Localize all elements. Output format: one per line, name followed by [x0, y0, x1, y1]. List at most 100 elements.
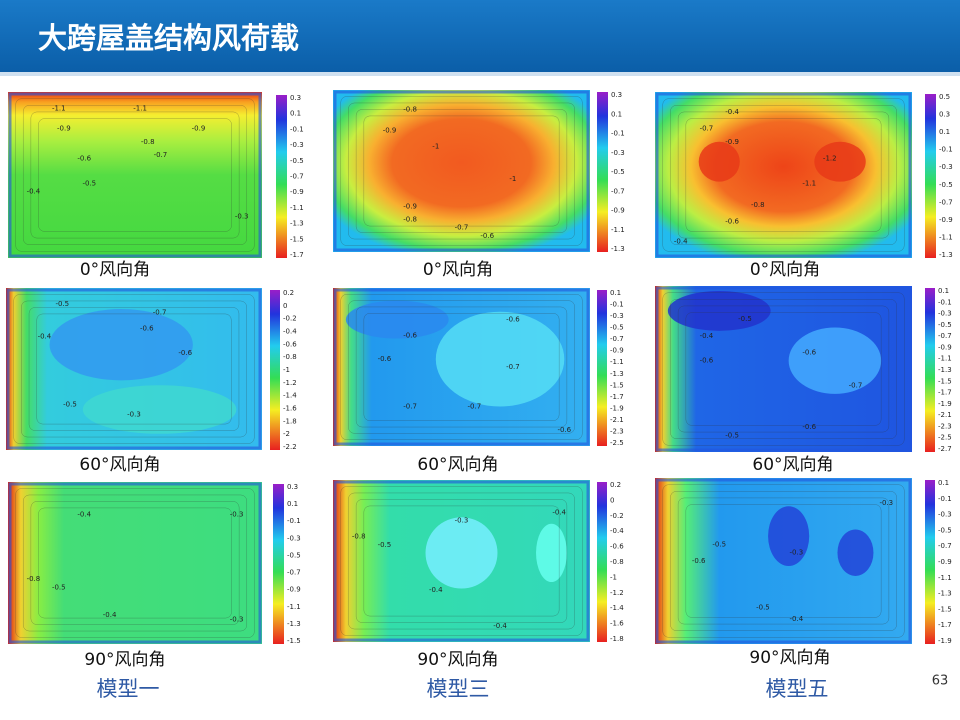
colorbar-label: 0 [610, 496, 614, 504]
colorbar-label: -1.3 [287, 620, 301, 628]
contour-region [667, 290, 771, 331]
contour-region [698, 141, 740, 182]
colorbar-label: -0.5 [611, 168, 625, 176]
colorbar-label: -1.3 [610, 370, 624, 378]
contour-region [345, 300, 449, 339]
contour-label: -0.3 [230, 616, 244, 624]
colorbar-label: -2.3 [610, 427, 624, 435]
colorbar-label: -0.7 [611, 187, 625, 195]
contour-plot [333, 90, 590, 252]
contour-label: -0.5 [725, 431, 739, 439]
colorbar-label: -0.8 [283, 353, 297, 361]
colorbar-label: -1.2 [610, 589, 624, 597]
page-number: 63 [932, 674, 949, 689]
colorbar-label: -1.3 [290, 220, 304, 228]
colorbar-label: -2.1 [938, 411, 952, 419]
contour-line [15, 488, 255, 638]
contour-plot [8, 482, 262, 644]
colorbar-label: -2.5 [938, 434, 952, 442]
colorbar-label: -0.9 [611, 207, 625, 215]
plot-edge [6, 288, 262, 450]
contour-line [23, 105, 247, 245]
colorbar-label: 0.3 [939, 111, 950, 119]
contour-label: -0.4 [725, 108, 739, 116]
colorbar-label: -1.1 [287, 603, 301, 611]
colorbar-label: -0.9 [290, 188, 304, 196]
contour-label: -0.4 [700, 332, 714, 340]
colorbar-label: 0.3 [611, 91, 622, 99]
colorbar-label: -1.7 [938, 621, 952, 629]
contour-plot [8, 92, 262, 258]
contour-label: -0.5 [82, 179, 96, 187]
colorbar-label: 0.1 [610, 289, 621, 297]
contour-line [355, 499, 568, 623]
plot-edge [8, 482, 262, 644]
colorbar-label: -0.3 [939, 163, 953, 171]
contour-label: -0.8 [751, 201, 765, 209]
contour-line [355, 109, 568, 233]
colorbar-label: -1.6 [610, 620, 624, 628]
colorbar-label: -0.3 [290, 141, 304, 149]
colorbar-label: -0.3 [611, 149, 625, 157]
contour-label: -0.7 [506, 363, 520, 371]
colorbar-label: -1.2 [283, 379, 297, 387]
colorbar-label: -0.2 [610, 512, 624, 520]
colorbar [925, 480, 935, 644]
colorbar-label: -0.5 [290, 157, 304, 165]
contour-label: -0.4 [674, 237, 688, 245]
contour-label: -0.7 [154, 151, 168, 159]
colorbar-label: 0.1 [287, 500, 298, 508]
colorbar-label: -1.1 [611, 226, 625, 234]
colorbar-label: 0.3 [290, 94, 301, 102]
contour-label: -0.4 [552, 508, 566, 516]
colorbar-label: -0.3 [287, 534, 301, 542]
panel-caption: 0°风向角 [80, 260, 150, 280]
colorbar-label: -0.2 [283, 315, 297, 323]
contour-line [13, 294, 255, 444]
contour-region [49, 309, 193, 381]
contour-label: -0.6 [480, 232, 494, 240]
colorbar-label: -1.3 [938, 366, 952, 374]
colorbar [597, 482, 607, 642]
contour-line [685, 312, 882, 426]
contour-label: -0.3 [235, 213, 249, 221]
contour-label: -0.9 [192, 125, 206, 133]
contour-line [38, 118, 232, 232]
contour-label: -0.4 [27, 188, 41, 196]
contour-label: -0.7 [153, 308, 167, 316]
contour-label: -0.3 [127, 410, 141, 418]
contour-label: -0.8 [27, 575, 41, 583]
contour-label: -0.3 [879, 499, 893, 507]
colorbar-label: 0.1 [938, 287, 949, 295]
contour-label: -0.7 [455, 224, 469, 232]
contour-plot [655, 92, 912, 258]
colorbar-label: 0.1 [611, 110, 622, 118]
colorbar-label: -0.5 [287, 551, 301, 559]
contour-label: -0.7 [468, 403, 482, 411]
contour-label: -0.8 [403, 216, 417, 224]
colorbar-label: -1.5 [610, 381, 624, 389]
contour-region [837, 529, 874, 576]
colorbar-label: -0.9 [610, 347, 624, 355]
colorbar-label: -1.7 [610, 393, 624, 401]
colorbar-label: -0.1 [610, 301, 624, 309]
colorbar-label: -1.7 [938, 389, 952, 397]
header-rule [0, 72, 960, 76]
contour-label: -0.8 [141, 138, 155, 146]
contour-line [363, 115, 560, 227]
plot-edge [8, 92, 262, 258]
contour-label: -0.6 [700, 357, 714, 365]
colorbar-label: 0.3 [287, 483, 298, 491]
contour-line [21, 300, 247, 438]
colorbar-label: -2 [283, 430, 290, 438]
colorbar [925, 288, 935, 452]
plot-edge [333, 288, 590, 446]
contour-label: -0.4 [429, 586, 443, 594]
contour-label: -0.6 [140, 325, 154, 333]
contour-label: -0.6 [378, 355, 392, 363]
colorbar [597, 92, 608, 252]
contour-region [536, 523, 567, 583]
colorbar-label: -0.5 [610, 324, 624, 332]
panel-caption: 60°风向角 [752, 455, 833, 475]
